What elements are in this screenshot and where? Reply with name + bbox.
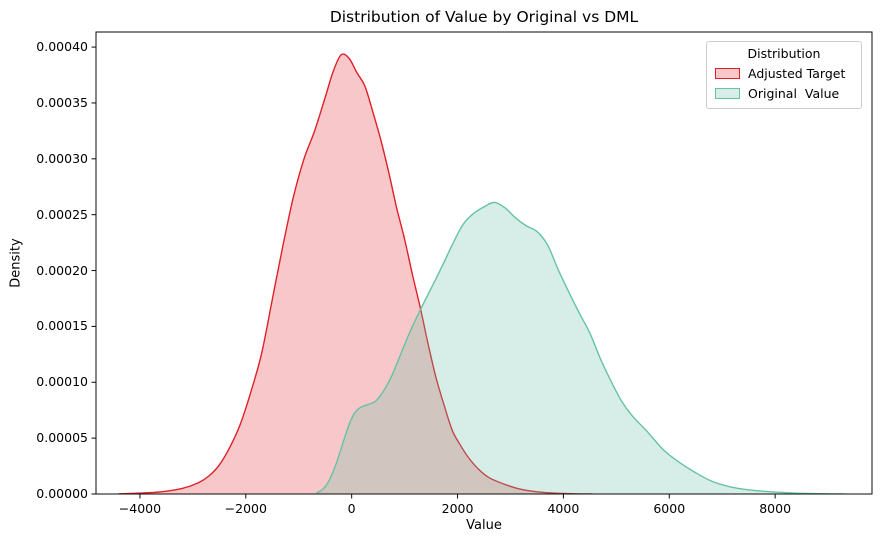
y-tick-label: 0.00035	[36, 94, 88, 110]
y-tick-label: 0.00020	[36, 262, 88, 278]
y-tick-label: 0.00010	[36, 374, 88, 390]
kde-line-1	[316, 201, 844, 494]
adjusted-target-swatch-icon	[715, 68, 740, 79]
x-tick-label: −4000	[118, 501, 162, 516]
y-tick-label: 0.00005	[36, 430, 88, 446]
kde-fill-1	[316, 202, 844, 494]
original-value-swatch-icon	[715, 88, 740, 99]
legend-item-original-value: Original Value	[715, 86, 853, 101]
axis-ticks	[91, 46, 776, 499]
y-tick-label: 0.00025	[36, 206, 88, 222]
x-tick-label: 6000	[653, 501, 686, 516]
legend-item-adjusted-target: Adjusted Target	[715, 66, 853, 81]
x-tick-label: −2000	[224, 501, 267, 516]
y-axis-label: Density	[8, 238, 24, 288]
plot-frame	[95, 31, 873, 495]
y-tick-label: 0.00030	[36, 150, 88, 166]
x-tick-label: 2000	[441, 501, 474, 516]
x-axis-label: Value	[466, 518, 502, 533]
y-tick-label: 0.00015	[36, 318, 88, 334]
chart-title: Distribution of Value by Original vs DML	[329, 8, 639, 26]
legend: Distribution Adjusted Target Original Va…	[706, 41, 862, 109]
legend-title: Distribution	[747, 46, 821, 61]
x-tick-label: 0	[347, 501, 356, 516]
legend-label-original-value: Original Value	[748, 86, 840, 101]
kde-fill-0	[118, 54, 593, 494]
x-tick-label: 8000	[759, 501, 792, 516]
x-tick-label: 4000	[547, 501, 580, 516]
y-tick-label: 0.00040	[36, 39, 88, 55]
kde-curves	[118, 53, 844, 494]
kde-line-0	[118, 53, 593, 494]
legend-label-adjusted-target: Adjusted Target	[748, 66, 846, 81]
y-tick-label: 0.00000	[36, 486, 88, 501]
